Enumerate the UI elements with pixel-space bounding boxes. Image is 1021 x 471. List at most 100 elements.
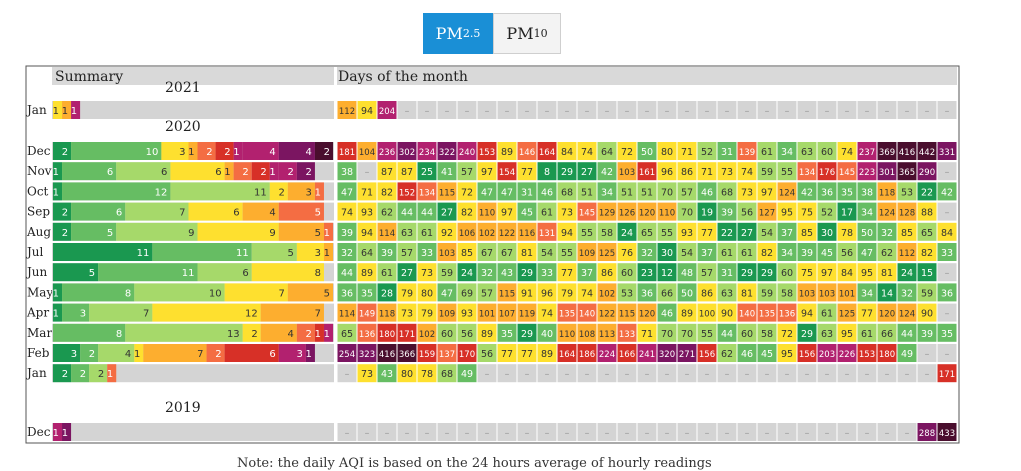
day-value: 112 <box>899 249 915 259</box>
summary-segment <box>233 142 243 160</box>
day-value: 55 <box>561 248 573 259</box>
day-cell <box>917 423 937 441</box>
summary-count: 2 <box>215 349 221 360</box>
day-cell <box>357 243 377 261</box>
day-cell <box>697 222 717 241</box>
day-value: – <box>765 106 770 117</box>
day-cell <box>477 243 497 261</box>
day-value: – <box>765 369 770 380</box>
day-value: 95 <box>781 349 793 360</box>
day-value: 120 <box>879 310 895 320</box>
summary-segment <box>260 323 297 342</box>
day-cell <box>697 182 717 201</box>
day-cell <box>837 344 857 362</box>
day-cell <box>897 142 917 160</box>
summary-count: 1 <box>324 248 330 259</box>
day-value: – <box>825 428 830 439</box>
day-value: 95 <box>861 268 873 279</box>
day-value: 70 <box>661 329 673 340</box>
day-cell <box>657 423 677 441</box>
day-value: 166 <box>619 350 635 360</box>
day-cell <box>477 263 497 282</box>
day-value: 164 <box>539 148 555 158</box>
day-cell <box>637 344 657 362</box>
day-cell <box>557 283 577 302</box>
day-cell <box>577 182 597 201</box>
summary-count: 3 <box>306 187 312 198</box>
day-value: – <box>705 369 710 380</box>
summary-segment <box>107 364 117 383</box>
summary-segment <box>62 162 117 181</box>
summary-count: 8 <box>125 288 131 299</box>
day-cell <box>777 142 797 160</box>
day-value: – <box>505 369 510 380</box>
day-cell <box>717 202 737 221</box>
day-cell <box>357 364 377 383</box>
day-cell <box>357 162 377 181</box>
day-value: 56 <box>481 349 493 360</box>
summary-segment <box>242 202 279 221</box>
day-value: 58 <box>781 288 793 299</box>
day-value: 134 <box>799 168 815 178</box>
day-value: 149 <box>359 310 375 320</box>
day-value: – <box>685 428 690 439</box>
day-value: 39 <box>921 329 933 340</box>
summary-count: 7 <box>179 208 185 219</box>
day-cell <box>377 202 397 221</box>
day-value: 32 <box>481 268 493 279</box>
day-value: 97 <box>761 187 773 198</box>
day-cell <box>837 303 857 322</box>
day-value: – <box>905 106 910 117</box>
day-value: – <box>665 369 670 380</box>
day-cell <box>897 162 917 181</box>
day-value: 156 <box>799 350 815 360</box>
day-cell <box>777 344 797 362</box>
summary-segment <box>314 182 324 201</box>
year-label: 2021 <box>165 80 201 96</box>
day-value: 12 <box>661 268 673 279</box>
day-cell <box>877 222 897 241</box>
day-value: 152 <box>399 188 415 198</box>
pm25-button[interactable]: PM 2.5 <box>423 13 493 54</box>
day-cell <box>477 303 497 322</box>
day-value: – <box>645 428 650 439</box>
day-value: – <box>785 428 790 439</box>
summary-count: 10 <box>146 147 159 158</box>
day-value: – <box>345 369 350 380</box>
day-value: 89 <box>541 349 553 360</box>
day-cell <box>657 344 677 362</box>
summary-background <box>52 101 334 119</box>
day-cell <box>337 344 357 362</box>
day-value: 93 <box>681 228 693 239</box>
day-value: 22 <box>721 228 733 239</box>
day-cell <box>497 162 517 181</box>
day-cell <box>657 283 677 302</box>
day-value: 110 <box>559 330 575 340</box>
day-cell <box>437 101 457 119</box>
day-value: 134 <box>419 188 435 198</box>
day-value: 70 <box>681 329 693 340</box>
summary-count: 13 <box>227 329 240 340</box>
day-cell <box>397 222 417 241</box>
day-value: 136 <box>359 330 375 340</box>
days-header-band <box>337 67 957 85</box>
day-value: 44 <box>901 329 913 340</box>
day-cell <box>477 162 497 181</box>
day-value: 29 <box>521 329 533 340</box>
day-value: – <box>865 106 870 117</box>
day-cell <box>557 101 577 119</box>
day-value: 79 <box>561 288 573 299</box>
day-cell <box>877 423 897 441</box>
day-value: 109 <box>439 310 455 320</box>
day-value: 50 <box>681 288 693 299</box>
summary-count: 2 <box>306 329 312 340</box>
day-value: – <box>945 208 950 219</box>
day-value: 102 <box>599 289 615 299</box>
day-cell <box>537 101 557 119</box>
pm10-button[interactable]: PM 10 <box>493 13 561 54</box>
day-cell <box>437 323 457 342</box>
summary-segment <box>296 243 324 261</box>
summary-segment <box>62 303 90 322</box>
summary-segment <box>53 344 81 362</box>
day-value: 122 <box>599 310 615 320</box>
